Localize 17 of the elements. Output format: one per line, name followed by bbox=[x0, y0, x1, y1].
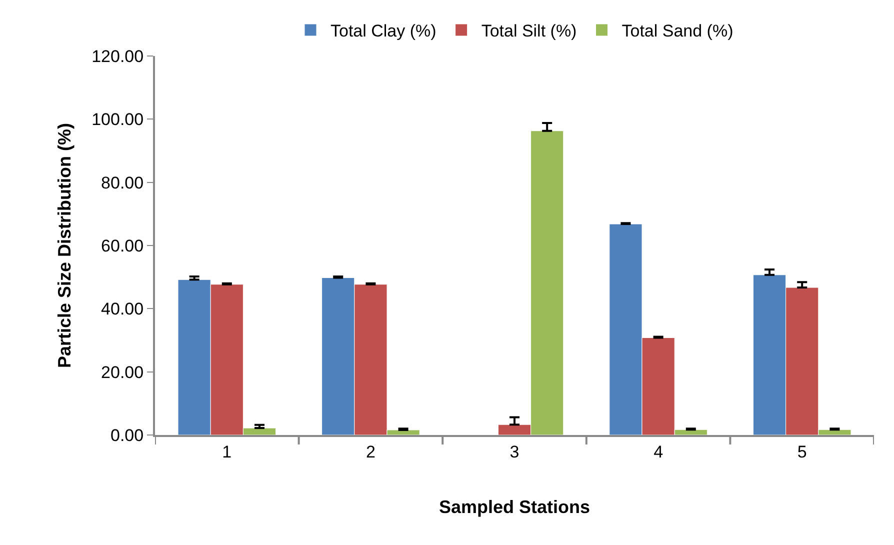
y-tick-label: 60.00 bbox=[101, 236, 144, 256]
x-tick-label: 2 bbox=[366, 442, 376, 462]
x-tick-label: 4 bbox=[654, 442, 664, 462]
x-tick-label: 3 bbox=[510, 442, 520, 462]
y-tick-label: 100.00 bbox=[92, 110, 144, 130]
y-tick-label: 80.00 bbox=[101, 173, 144, 192]
y-tick-label: 120.00 bbox=[92, 46, 144, 66]
x-tick-label: 5 bbox=[797, 442, 807, 462]
legend-label: Total Sand (%) bbox=[622, 22, 734, 41]
x-axis-title: Sampled Stations bbox=[438, 497, 590, 517]
x-tick-label: 1 bbox=[222, 442, 232, 462]
legend-label: Total Silt (%) bbox=[481, 22, 577, 41]
y-axis-title: Particle Size Distribution (%) bbox=[54, 122, 74, 368]
y-tick-label: 0.00 bbox=[110, 426, 144, 445]
legend-label: Total Clay (%) bbox=[330, 22, 436, 41]
y-tick-label: 40.00 bbox=[101, 300, 144, 319]
y-tick-label: 20.00 bbox=[101, 362, 144, 382]
